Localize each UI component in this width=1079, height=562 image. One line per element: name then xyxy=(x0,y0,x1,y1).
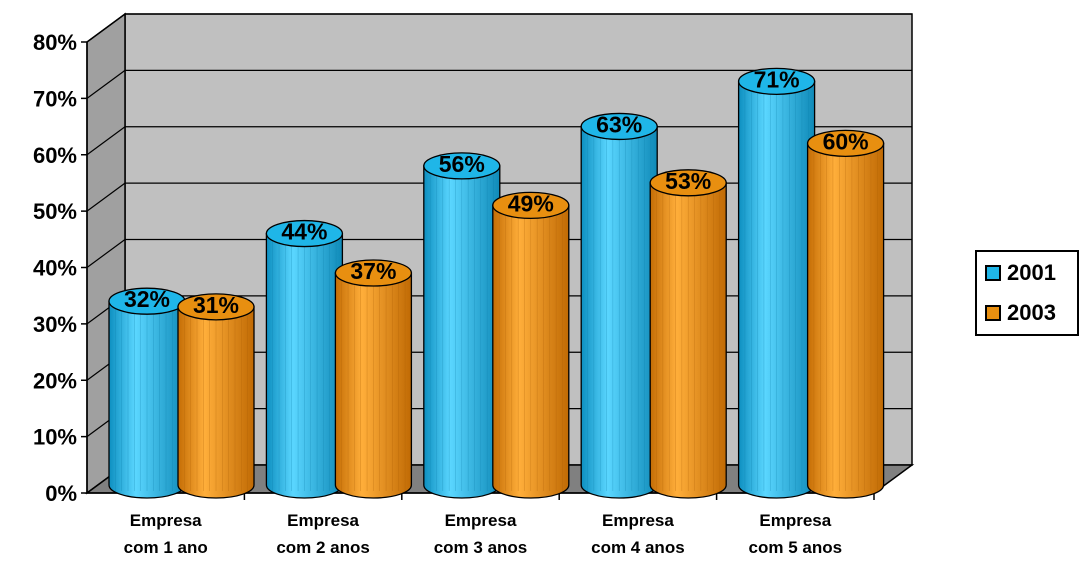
data-label-2001-3: 56% xyxy=(439,151,485,177)
bar-top xyxy=(649,169,727,197)
x-category-label: Empresa xyxy=(759,511,831,530)
x-category-label: com 2 anos xyxy=(276,538,370,557)
data-label-2003-3: 49% xyxy=(508,190,554,216)
bar-2003-3 xyxy=(492,191,570,499)
bar-2003-1 xyxy=(177,293,255,499)
x-category-label: com 5 anos xyxy=(749,538,843,557)
legend-label-2003: 2003 xyxy=(1007,300,1056,325)
y-axis-ticks: 0% 10% 20% 30% 40% 50% 60% 70% 80% xyxy=(33,30,87,506)
data-label-2001-2: 44% xyxy=(281,219,327,245)
x-category-label: Empresa xyxy=(602,511,674,530)
gridline-side xyxy=(86,182,126,212)
gridline-side xyxy=(86,239,126,268)
gridline-side xyxy=(86,69,126,99)
bar-top xyxy=(806,129,885,158)
bar-top xyxy=(580,112,658,141)
legend-swatch-2003 xyxy=(985,305,1001,321)
x-category-label: Empresa xyxy=(287,511,359,530)
y-tick-label: 0% xyxy=(45,481,77,506)
bar-top xyxy=(492,191,570,220)
y-tick-label: 10% xyxy=(33,425,77,450)
bar-2003-5 xyxy=(806,129,885,499)
bar-2001-5 xyxy=(737,67,816,499)
bar-top xyxy=(265,219,344,248)
data-label-2003-4: 53% xyxy=(665,168,711,194)
data-label-2003-1: 31% xyxy=(193,292,239,318)
bar-2001-4 xyxy=(580,112,658,499)
y-tick-label: 20% xyxy=(33,368,77,393)
y-tick-label: 30% xyxy=(33,312,77,337)
bar-top xyxy=(334,259,413,287)
y-tick-label: 80% xyxy=(33,30,77,55)
bar-2001-2 xyxy=(265,219,344,499)
gridline-side xyxy=(86,126,126,156)
x-category-label: Empresa xyxy=(445,511,517,530)
data-label-2001-4: 63% xyxy=(596,111,642,137)
bar-body xyxy=(649,182,727,499)
category-labels: Empresa com 1 ano Empresa com 2 anos Empresa… xyxy=(124,511,842,557)
y-tick-label: 40% xyxy=(33,256,77,281)
gridline-side xyxy=(86,13,126,43)
x-category-label: com 4 anos xyxy=(591,538,685,557)
data-label-2003-5: 60% xyxy=(823,128,869,154)
y-tick-label: 60% xyxy=(33,143,77,168)
legend-item-2001: 2001 xyxy=(985,260,1056,285)
x-category-label: com 1 ano xyxy=(124,538,208,557)
bar-top xyxy=(737,67,816,95)
bar-top xyxy=(423,152,501,180)
legend-item-2003: 2003 xyxy=(985,300,1056,325)
x-category-label: Empresa xyxy=(130,511,202,530)
legend: 2001 2003 xyxy=(975,250,1079,336)
bars xyxy=(108,67,885,500)
bar-2003-2 xyxy=(334,259,413,499)
bar-body xyxy=(177,306,255,499)
bar-body xyxy=(806,142,885,499)
data-label-2001-5: 71% xyxy=(754,66,800,92)
bar-body xyxy=(492,204,570,499)
data-label-2003-2: 37% xyxy=(350,258,396,284)
bar-2001-1 xyxy=(108,287,186,499)
bar-2003-4 xyxy=(649,169,727,499)
bar-2001-3 xyxy=(423,152,501,499)
y-tick-label: 70% xyxy=(33,86,77,111)
bar-body xyxy=(334,272,413,499)
bar-top xyxy=(177,293,255,321)
legend-label-2001: 2001 xyxy=(1007,260,1056,285)
y-tick-label: 50% xyxy=(33,199,77,224)
x-category-label: com 3 anos xyxy=(434,538,528,557)
data-labels: 32% 31% 44% 37% 56% 49% 63% 53% 71% 60% xyxy=(124,66,869,318)
data-label-2001-1: 32% xyxy=(124,286,170,312)
legend-swatch-2001 xyxy=(985,265,1001,281)
